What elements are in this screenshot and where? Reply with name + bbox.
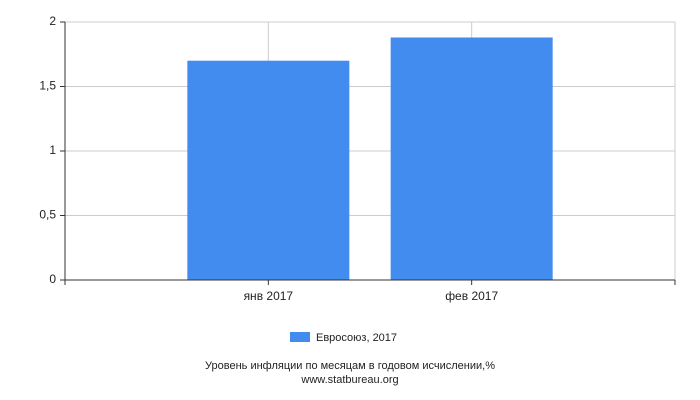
- y-tick-label: 1,5: [39, 79, 56, 93]
- chart-source: www.statbureau.org: [300, 374, 398, 386]
- legend-swatch: [290, 332, 310, 342]
- legend-label: Евросоюз, 2017: [316, 332, 397, 344]
- bar: [187, 60, 350, 281]
- chart-caption: Уровень инфляции по месяцам в годовом ис…: [205, 360, 495, 372]
- y-tick-label: 0: [49, 272, 56, 286]
- bar: [390, 37, 553, 281]
- y-tick-label: 0,5: [39, 208, 56, 222]
- y-tick-label: 1: [49, 143, 56, 157]
- x-tick-label: янв 2017: [244, 289, 294, 303]
- x-tick-label: фев 2017: [445, 289, 498, 303]
- y-tick-label: 2: [49, 14, 56, 28]
